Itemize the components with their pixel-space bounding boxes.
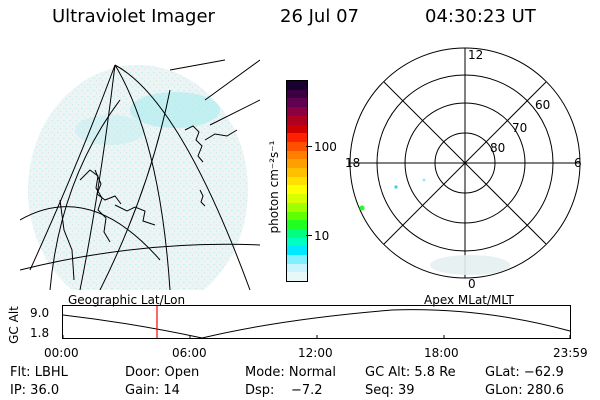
colorbar-swatch [287, 211, 307, 221]
colorbar-swatch [287, 159, 307, 169]
colorbar-swatch [287, 168, 307, 177]
timeline-xtick-2359: 23:59 [553, 346, 588, 360]
polar-panel-label: Apex MLat/MLT [424, 293, 514, 307]
time-label: 04:30:23 UT [425, 6, 536, 27]
date-label: 26 Jul 07 [280, 6, 359, 27]
mlt-label-18: 18 [345, 156, 360, 170]
colorbar-swatch [287, 272, 307, 282]
gain-info: Gain: 14 [125, 383, 180, 398]
mlt-label-12: 12 [468, 48, 483, 62]
lat-lon-grid [20, 59, 260, 290]
timeline-xtick-1200: 12:00 [298, 346, 333, 360]
colorbar-tick-label-10: 10 [314, 229, 330, 243]
orbit-timeline [62, 305, 571, 339]
colorbar-swatch [287, 246, 307, 256]
mlat-label-60: 60 [535, 98, 550, 112]
glat-info: GLat: −62.9 [485, 365, 564, 380]
colorbar-tick-100 [306, 146, 312, 147]
timeline-ytick-min: 1.8 [30, 326, 50, 340]
mlt-label-0: 0 [468, 277, 476, 290]
door-info: Door: Open [125, 365, 200, 380]
colorbar-swatch [287, 133, 307, 142]
timeline-ylabel: GC Alt [7, 306, 21, 344]
colorbar-swatch [287, 263, 307, 273]
colorbar-swatch [287, 107, 307, 116]
colorbar-swatch [287, 89, 307, 99]
colorbar-swatch [287, 202, 307, 212]
colorbar-swatch [287, 237, 307, 247]
geographic-map [20, 59, 260, 290]
gc-alt-info: GC Alt: 5.8 Re [365, 365, 456, 380]
colorbar-swatch [287, 141, 307, 151]
auroral-image-disk [28, 65, 248, 290]
colorbar-tick-label-100: 100 [314, 140, 337, 154]
colorbar-swatch [287, 194, 307, 203]
timeline-xtick-0000: 00:00 [44, 346, 79, 360]
mlat-label-80: 80 [490, 141, 505, 155]
colorbar-swatch [287, 115, 307, 125]
glon-info: GLon: 280.6 [485, 383, 565, 398]
colorbar-swatch [287, 255, 307, 264]
auroral-spot [394, 185, 398, 189]
geo-panel-label: Geographic Lat/Lon [68, 293, 186, 307]
dsp-info: Dsp: −7.2 [245, 383, 323, 398]
mlt-label-6: 6 [574, 156, 582, 170]
altitude-curve [62, 309, 571, 339]
colorbar-unit-label: photon cm⁻²s⁻¹ [267, 140, 281, 234]
auroral-spot [422, 178, 426, 182]
polar-plot: 12 18 6 0 60 70 80 [345, 47, 582, 290]
timeline-xtick-1800: 18:00 [424, 346, 459, 360]
colorbar-swatch [287, 150, 307, 160]
filter-info: Flt: LBHL [10, 365, 68, 380]
auroral-spot [359, 205, 365, 211]
seq-info: Seq: 39 [365, 383, 415, 398]
coastlines [59, 125, 238, 281]
colorbar-swatch [287, 220, 307, 229]
colorbar-swatch [287, 185, 307, 195]
mlat-label-70: 70 [512, 121, 527, 135]
timeline-ytick-max: 9.0 [30, 306, 50, 320]
timeline-xtick-0600: 06:00 [172, 346, 207, 360]
instrument-title: Ultraviolet Imager [52, 6, 215, 27]
colorbar-swatch [287, 228, 307, 238]
colorbar [286, 80, 308, 282]
colorbar-tick-10 [306, 235, 312, 236]
colorbar-swatch [287, 81, 307, 90]
colorbar-swatch [287, 176, 307, 186]
colorbar-swatch [287, 98, 307, 108]
mode-info: Mode: Normal [245, 365, 336, 380]
ip-info: IP: 36.0 [10, 383, 60, 398]
colorbar-swatch [287, 124, 307, 134]
